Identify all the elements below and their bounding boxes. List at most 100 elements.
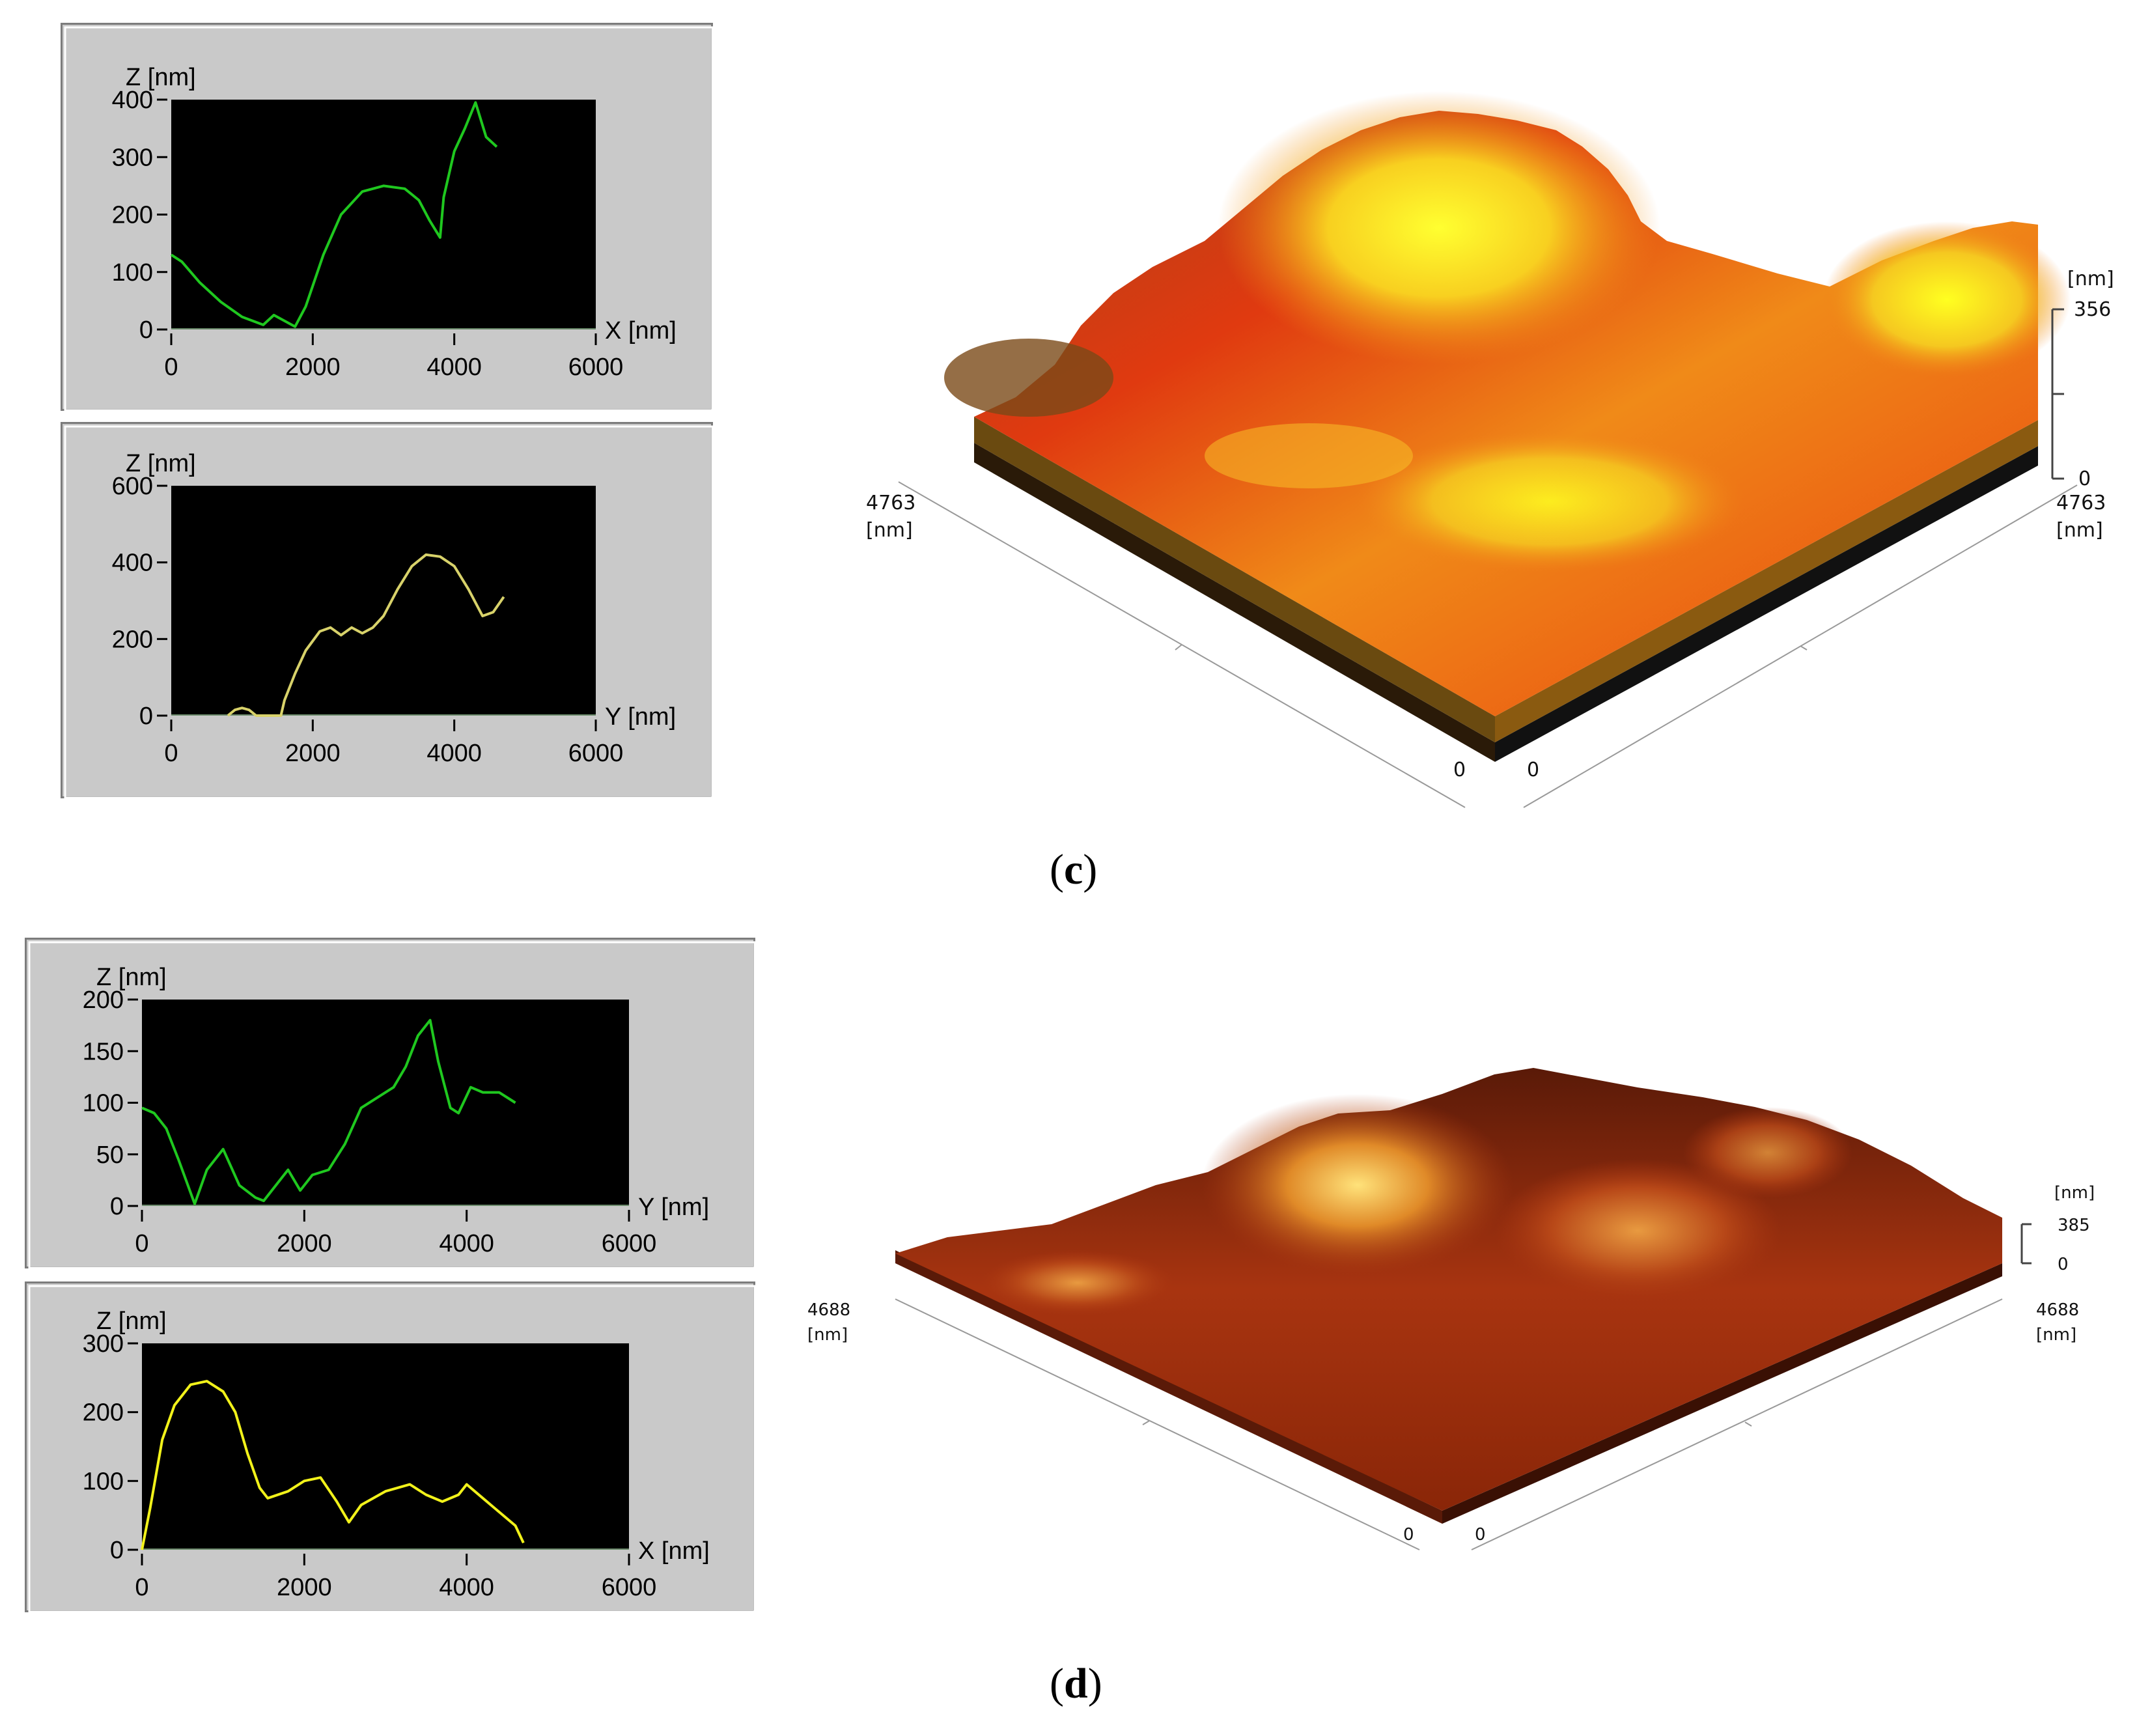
c-surface-base-left bbox=[974, 443, 1495, 762]
d-surface-side-left bbox=[895, 1250, 1442, 1524]
c-surface-base-right bbox=[1495, 446, 2038, 762]
chart1-series-0-line bbox=[227, 553, 505, 717]
d-surface-peak-main bbox=[1201, 1094, 1514, 1276]
d-axis-left-midtick bbox=[1142, 1420, 1150, 1425]
d-surface-peak-right bbox=[1683, 1107, 1852, 1198]
chart0-xtick-label-3: 6000 bbox=[568, 354, 624, 381]
chart2-ytick-label-2: 100 bbox=[83, 1090, 124, 1117]
chart0-xtick-label-2: 4000 bbox=[426, 354, 482, 381]
c-surface-dark-corner bbox=[944, 339, 1113, 417]
chart2-xtick-label-2: 4000 bbox=[439, 1230, 494, 1257]
chart2-ylabel: Z [nm] bbox=[96, 964, 167, 991]
chart0-ytick-label-3: 300 bbox=[112, 144, 153, 171]
chart3-xlabel: X [nm] bbox=[638, 1537, 710, 1565]
caption-d: (d) bbox=[1050, 1660, 1102, 1707]
chart2-ytick-label-0: 0 bbox=[110, 1193, 124, 1220]
d-z-min: 0 bbox=[2058, 1255, 2069, 1274]
chart0-ytick-label-0: 0 bbox=[139, 316, 153, 344]
chart1-ytick-label-3: 600 bbox=[112, 473, 153, 500]
d-z-unit: [nm] bbox=[2054, 1183, 2095, 1203]
c-z-min: 0 bbox=[2078, 468, 2091, 490]
c-origin-right: 0 bbox=[1527, 759, 1539, 781]
c-axis-right-unit: [nm] bbox=[2056, 519, 2103, 542]
c-z-max: 356 bbox=[2074, 298, 2111, 321]
chart1-xtick-label-2: 4000 bbox=[426, 740, 482, 767]
c-origin-left: 0 bbox=[1453, 759, 1466, 781]
d-surface-side-right bbox=[1442, 1263, 2002, 1524]
d-profile-panel-y: Z [nm] Y [nm] 0 50 100 150 200 0 2000 4000 6000 bbox=[25, 938, 756, 1269]
chart0-ytick-label-4: 400 bbox=[112, 87, 153, 114]
chart3-ytick-label-3: 300 bbox=[83, 1330, 124, 1358]
chart3-plot-background bbox=[142, 1343, 629, 1550]
c-axis-left-midtick bbox=[1175, 644, 1182, 651]
chart1-ytick-label-1: 200 bbox=[112, 626, 153, 653]
chart3-ytick-label-2: 200 bbox=[83, 1399, 124, 1427]
chart3-xtick-label-0: 0 bbox=[135, 1574, 148, 1601]
d-z-max: 385 bbox=[2058, 1216, 2090, 1235]
c-profile-panel-x: Z [nm] X [nm] 0 100 200 300 400 0 2000 4000 6000 bbox=[61, 23, 714, 412]
chart1-xtick-label-0: 0 bbox=[164, 740, 178, 767]
d-x-profile-chart: Z [nm] X [nm] 0 100 200 300 0 2000 4000 6000 bbox=[28, 1285, 756, 1613]
c-surface-ridge-2 bbox=[1205, 423, 1413, 488]
d-afm-surface: [nm] 385 0 4688 [nm] 4688 [nm] 0 0 bbox=[807, 1068, 2095, 1550]
chart0-xlabel: X [nm] bbox=[605, 317, 677, 344]
d-surface-peak-left bbox=[980, 1250, 1175, 1315]
chart1-plot-background bbox=[171, 486, 596, 716]
d-axis-right-unit: [nm] bbox=[2036, 1325, 2076, 1345]
chart3-series-0-line bbox=[141, 1380, 525, 1550]
d-x-plot-area: Z [nm] X [nm] 0 100 200 300 0 2000 4000 6000 bbox=[83, 1308, 710, 1601]
chart1-xtick-label-1: 2000 bbox=[285, 740, 341, 767]
chart0-xtick-label-1: 2000 bbox=[285, 354, 341, 381]
chart2-ytick-label-3: 150 bbox=[83, 1038, 124, 1065]
chart1-ylabel: Z [nm] bbox=[126, 450, 196, 477]
chart2-xtick-label-0: 0 bbox=[135, 1230, 148, 1257]
chart1-ytick-label-0: 0 bbox=[139, 703, 153, 730]
c-profile-panel-y: Z [nm] Y [nm] 0 200 400 600 0 2000 4000 6000 bbox=[61, 422, 714, 799]
chart2-series-0-line bbox=[141, 1018, 516, 1205]
chart2-xtick-label-3: 6000 bbox=[602, 1230, 657, 1257]
chart1-xlabel: Y [nm] bbox=[605, 703, 676, 731]
d-profile-panel-x: Z [nm] X [nm] 0 100 200 300 0 2000 4000 6000 bbox=[25, 1281, 756, 1613]
d-surface-peak-center bbox=[1494, 1159, 1781, 1302]
c-surface-peak-right bbox=[1823, 221, 2071, 378]
c-z-unit: [nm] bbox=[2067, 268, 2114, 290]
chart2-plot-background bbox=[142, 1000, 629, 1206]
chart3-ytick-label-0: 0 bbox=[110, 1537, 124, 1564]
c-axis-right-value: 4763 bbox=[2056, 492, 2106, 514]
d-origin-right: 0 bbox=[1475, 1525, 1486, 1545]
d-axis-left-unit: [nm] bbox=[807, 1325, 848, 1345]
chart3-xtick-label-1: 2000 bbox=[277, 1574, 332, 1601]
chart1-ytick-label-2: 400 bbox=[112, 550, 153, 577]
c-surface-side-right bbox=[1495, 420, 2038, 742]
chart3-ytick-label-1: 100 bbox=[83, 1468, 124, 1495]
chart3-xtick-label-3: 6000 bbox=[602, 1574, 657, 1601]
c-surface-ridge bbox=[1354, 430, 1745, 573]
chart3-ylabel: Z [nm] bbox=[96, 1308, 167, 1335]
chart2-ytick-label-1: 50 bbox=[96, 1141, 124, 1169]
d-axis-left bbox=[895, 1298, 1420, 1550]
chart0-ytick-label-2: 200 bbox=[112, 202, 153, 229]
chart3-xtick-label-2: 4000 bbox=[439, 1574, 494, 1601]
c-axis-left-value: 4763 bbox=[866, 492, 915, 514]
chart0-xtick-label-0: 0 bbox=[164, 354, 178, 381]
d-axis-left-value: 4688 bbox=[807, 1300, 850, 1320]
chart0-series-0-line bbox=[170, 101, 498, 328]
d-origin-left: 0 bbox=[1403, 1525, 1414, 1545]
d-axis-right-value: 4688 bbox=[2036, 1300, 2079, 1320]
chart1-xtick-label-3: 6000 bbox=[568, 740, 624, 767]
c-surface-peak-main bbox=[1218, 91, 1660, 365]
d-axis-right bbox=[1471, 1298, 2003, 1550]
chart0-plot-background bbox=[171, 100, 596, 329]
c-afm-surface: [nm] 356 0 4763 [nm] 4763 [nm] 0 0 bbox=[866, 91, 2114, 808]
caption-c: (c) bbox=[1050, 846, 1098, 893]
c-axis-left-unit: [nm] bbox=[866, 519, 913, 542]
chart0-ylabel: Z [nm] bbox=[126, 64, 196, 91]
c-axis-right-midtick bbox=[1800, 645, 1808, 651]
chart2-xlabel: Y [nm] bbox=[638, 1194, 709, 1221]
